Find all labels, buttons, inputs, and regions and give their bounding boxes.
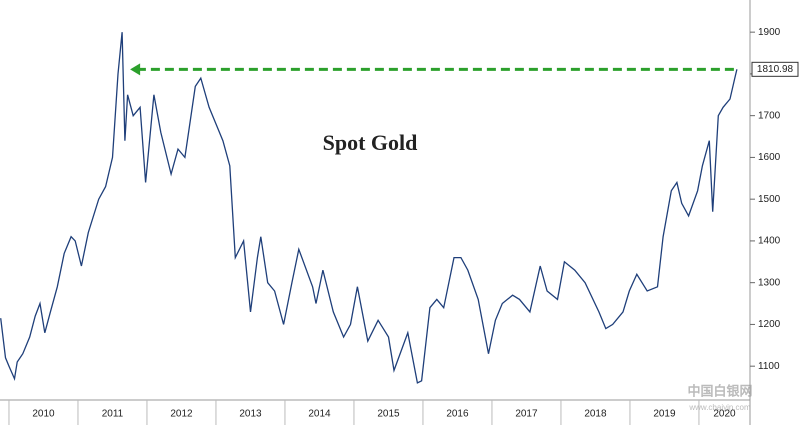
y-tick-label: 1600	[758, 152, 781, 163]
last-value-box	[751, 61, 799, 77]
y-tick-label: 1100	[758, 361, 780, 372]
x-tick-label: 2019	[653, 409, 676, 420]
y-tick-label: 1700	[758, 110, 781, 121]
x-tick-label: 2013	[239, 409, 262, 420]
x-tick-label: 2010	[32, 409, 55, 420]
x-tick-label: 2016	[446, 409, 469, 420]
annotation: Spot Gold	[323, 130, 418, 155]
x-tick-label: 2011	[102, 409, 124, 420]
x-tick-label: 2018	[584, 409, 607, 420]
x-tick-label: 2015	[377, 409, 400, 420]
x-tick-label: 2020	[713, 409, 736, 420]
watermark-url: www.cbaiyin.com	[688, 403, 751, 412]
x-tick-label: 2014	[308, 409, 331, 420]
arrow-head	[130, 63, 141, 76]
y-tick-label: 1400	[758, 236, 781, 247]
y-tick-label: 1200	[758, 319, 781, 330]
y-tick-label: 1300	[758, 277, 781, 288]
x-tick-label: 2012	[170, 409, 193, 420]
price-line	[0, 32, 738, 384]
last-value-label: 1810.98	[757, 64, 794, 75]
y-tick-label: 1900	[758, 27, 781, 38]
y-tick-label: 1500	[758, 194, 781, 205]
x-tick-label: 2017	[515, 409, 538, 420]
watermark: 中国白银网	[687, 383, 752, 398]
